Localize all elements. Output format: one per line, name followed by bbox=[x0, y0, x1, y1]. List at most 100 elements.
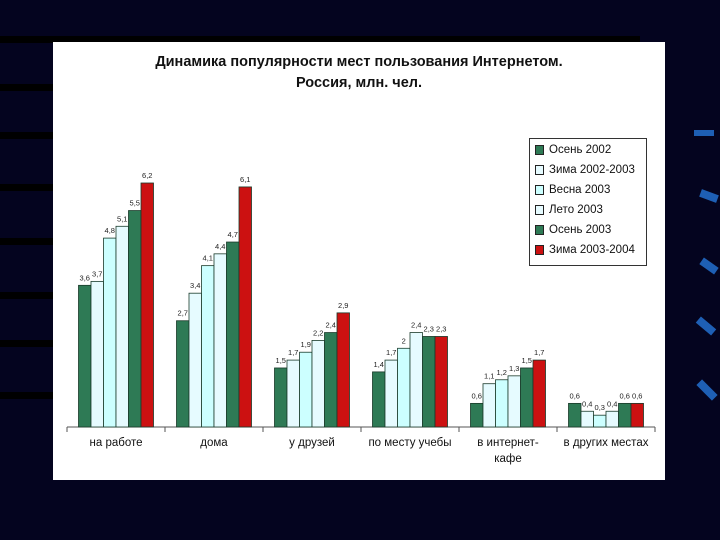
x-tick-label: кафе bbox=[494, 453, 522, 465]
legend-label: Весна 2003 bbox=[549, 184, 611, 196]
decor-dash bbox=[695, 316, 717, 336]
data-label: 0,6 bbox=[472, 391, 482, 400]
bar bbox=[103, 237, 117, 428]
legend-swatch bbox=[535, 185, 544, 195]
chart-title-line-1: Динамика популярности мест пользования И… bbox=[155, 54, 563, 70]
x-tick-label: дома bbox=[200, 437, 228, 449]
bar bbox=[482, 383, 496, 428]
x-tick-label: в интернет- bbox=[477, 437, 539, 449]
decor-stripe bbox=[0, 184, 60, 191]
bar bbox=[409, 332, 423, 428]
legend-label: Лето 2003 bbox=[549, 204, 603, 216]
bar bbox=[140, 182, 154, 428]
bar bbox=[507, 375, 521, 428]
legend-swatch bbox=[535, 205, 544, 215]
bar bbox=[128, 210, 142, 428]
bar bbox=[532, 359, 546, 428]
legend-label: Осень 2003 bbox=[549, 224, 612, 236]
data-label: 1,3 bbox=[509, 364, 519, 373]
decor-dash bbox=[694, 130, 714, 136]
bar bbox=[274, 367, 288, 428]
chart-plot: 3,6 3,7 4,85,15,5 6,2 на работе 2,7 3,4 4,14,44… bbox=[66, 171, 656, 465]
data-label: 1,7 bbox=[386, 348, 396, 357]
data-label: 0,6 bbox=[620, 391, 630, 400]
bar bbox=[568, 402, 582, 428]
legend-item: Зима 2003-2004 bbox=[535, 241, 635, 259]
decor-stripe bbox=[0, 292, 60, 299]
bar bbox=[176, 320, 190, 428]
decor-stripe bbox=[0, 340, 60, 347]
data-label: 1,5 bbox=[522, 356, 532, 365]
data-label: 2,9 bbox=[338, 301, 348, 310]
bar bbox=[384, 359, 398, 428]
x-tick-label: у друзей bbox=[289, 437, 335, 449]
legend-item: Осень 2003 bbox=[535, 221, 611, 239]
data-label: 0,3 bbox=[595, 403, 605, 412]
data-label: 2,3 bbox=[436, 324, 446, 333]
data-label: 2,4 bbox=[326, 321, 336, 330]
bar bbox=[188, 292, 202, 428]
data-label: 1,7 bbox=[288, 348, 298, 357]
bar bbox=[630, 402, 644, 428]
data-label: 1,9 bbox=[301, 340, 311, 349]
data-label: 4,1 bbox=[203, 254, 213, 263]
data-label: 0,6 bbox=[632, 391, 642, 400]
data-label: 4,8 bbox=[105, 226, 115, 235]
data-label: 3,6 bbox=[80, 273, 90, 282]
legend-label: Осень 2002 bbox=[549, 144, 612, 156]
bar bbox=[201, 265, 215, 428]
data-label: 1,4 bbox=[374, 360, 384, 369]
x-tick-label: в других местах bbox=[564, 437, 649, 449]
data-label: 0,6 bbox=[570, 391, 580, 400]
data-label: 6,2 bbox=[142, 171, 152, 180]
decor-stripe bbox=[0, 36, 640, 43]
legend-label: Зима 2003-2004 bbox=[549, 244, 635, 256]
data-label: 5,1 bbox=[117, 214, 127, 223]
chart-title-line-2: Россия, млн. чел. bbox=[295, 75, 422, 91]
data-label: 2,2 bbox=[313, 328, 323, 337]
bar bbox=[520, 367, 534, 428]
data-label: 3,4 bbox=[190, 281, 200, 290]
legend-swatch bbox=[535, 245, 544, 255]
data-label: 4,4 bbox=[215, 242, 225, 251]
data-label: 3,7 bbox=[92, 269, 102, 278]
decor-stripe bbox=[0, 392, 60, 399]
bar bbox=[238, 186, 252, 428]
decor-dash bbox=[699, 189, 719, 203]
bar bbox=[593, 414, 607, 428]
data-label: 2 bbox=[402, 336, 406, 345]
legend-item: Зима 2002-2003 bbox=[535, 161, 635, 179]
legend-swatch bbox=[535, 145, 544, 155]
data-label: 0,4 bbox=[607, 399, 617, 408]
decor-stripe bbox=[0, 132, 60, 139]
data-label: 1,5 bbox=[276, 356, 286, 365]
bar bbox=[226, 241, 240, 428]
bar bbox=[115, 225, 129, 428]
decor-dash bbox=[699, 257, 719, 275]
bar bbox=[618, 402, 632, 428]
legend-swatch bbox=[535, 225, 544, 235]
chart-legend: Осень 2002 Зима 2002-2003 Весна 2003 Лет… bbox=[529, 138, 647, 266]
bar bbox=[434, 336, 448, 428]
data-label: 5,5 bbox=[130, 199, 140, 208]
legend-item: Осень 2002 bbox=[535, 141, 611, 159]
bar bbox=[311, 340, 325, 428]
bar bbox=[213, 253, 227, 428]
bar bbox=[90, 280, 104, 428]
legend-label: Зима 2002-2003 bbox=[549, 164, 635, 176]
bar bbox=[397, 347, 411, 428]
chart-panel: Динамика популярности мест пользования И… bbox=[53, 42, 665, 480]
bar bbox=[336, 312, 350, 428]
x-tick-label: на работе bbox=[90, 437, 143, 449]
bar bbox=[422, 336, 436, 428]
bar bbox=[78, 284, 92, 428]
data-label: 6,1 bbox=[240, 175, 250, 184]
data-label: 2,7 bbox=[178, 309, 188, 318]
bar bbox=[495, 379, 509, 428]
bar bbox=[286, 359, 300, 428]
data-label: 1,7 bbox=[534, 348, 544, 357]
bar bbox=[470, 402, 484, 428]
decor-stripe bbox=[0, 238, 60, 245]
data-label: 1,1 bbox=[484, 372, 494, 381]
legend-swatch bbox=[535, 165, 544, 175]
